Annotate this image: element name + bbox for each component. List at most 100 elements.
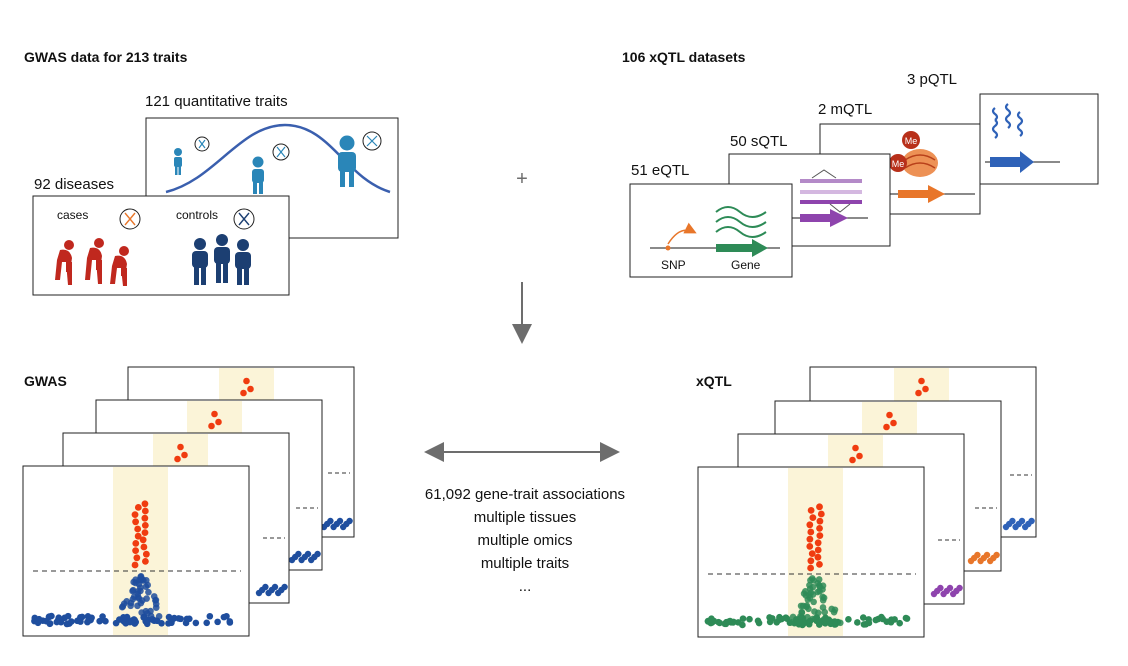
gwas-data-title: GWAS data for 213 traits (24, 49, 188, 65)
methyl-tag: Me (905, 136, 918, 146)
xqtl-plot-stack (697, 366, 1037, 638)
association-dot (346, 517, 353, 525)
significant-dot (134, 532, 142, 540)
significant-dot (807, 564, 815, 572)
significant-dot (215, 418, 222, 426)
significant-dot (132, 518, 140, 526)
association-dot (314, 550, 321, 558)
association-dot (143, 577, 150, 584)
significant-dot (890, 419, 897, 427)
xqtl-datasets-title: 106 xQTL datasets (622, 49, 746, 65)
association-dot (120, 600, 128, 607)
control-person-icon (214, 234, 230, 283)
case-patient-icon (55, 240, 74, 285)
significant-dot (247, 385, 254, 393)
quantitative-traits-label: 121 quantitative traits (145, 93, 288, 110)
association-dot (145, 588, 152, 596)
association-dot (45, 613, 53, 621)
significant-dot (132, 540, 140, 547)
association-dot (766, 618, 774, 626)
significant-dot (141, 529, 149, 536)
association-dot (828, 605, 835, 613)
eqtl-panel (629, 183, 793, 278)
association-dot (55, 614, 63, 621)
significant-dot (809, 514, 817, 521)
association-dot (862, 621, 870, 628)
association-dot (806, 585, 814, 593)
significant-dot (814, 553, 822, 561)
association-dot (123, 614, 130, 622)
association-dot (112, 619, 120, 627)
gene-label: Gene (731, 258, 761, 272)
association-dot (1018, 517, 1026, 525)
significant-dot (816, 517, 824, 525)
association-dot (155, 613, 163, 620)
normal-distribution-curve (165, 123, 391, 194)
association-dot (177, 615, 184, 623)
small-person-icon (174, 148, 182, 175)
significant-dot (132, 547, 140, 554)
association-dot (152, 600, 160, 608)
association-dot (819, 604, 827, 611)
association-dot (854, 619, 861, 626)
association-dot (815, 582, 823, 589)
association-dot (746, 615, 753, 623)
association-dot (99, 613, 106, 620)
association-dot (84, 617, 92, 625)
control-person-icon (192, 238, 208, 285)
association-dot (142, 607, 150, 615)
association-dot (808, 575, 816, 582)
association-dot (127, 602, 134, 610)
main-association-plot (697, 466, 925, 638)
significant-dot (816, 532, 824, 539)
summary-associations: 61,092 gene-trait associations (424, 486, 626, 503)
case-patient-icon (85, 238, 104, 284)
significant-dot (140, 543, 148, 551)
association-dot (845, 616, 852, 623)
significant-dot (141, 507, 149, 515)
significant-dot (133, 554, 141, 562)
association-dot (130, 578, 137, 586)
association-dot (135, 580, 143, 588)
association-dot (165, 613, 173, 621)
pqtl-panel (979, 93, 1099, 185)
gwas-plot-stack (22, 366, 355, 637)
association-dot (865, 616, 872, 623)
association-dot (803, 603, 810, 611)
significant-dot (806, 535, 814, 543)
dna-icon (362, 131, 382, 151)
significant-dot (211, 410, 218, 418)
association-dot (787, 619, 795, 626)
association-dot (271, 583, 279, 591)
association-dot (937, 584, 944, 592)
dna-icon (194, 136, 210, 152)
significant-dot (814, 546, 822, 554)
summary-omics: multiple omics (477, 532, 573, 549)
association-dot (1028, 517, 1035, 525)
association-dot (220, 613, 228, 621)
significant-dot (856, 452, 863, 460)
association-dot (836, 619, 844, 627)
association-dot (810, 598, 817, 606)
significant-dot (806, 543, 814, 550)
significant-dot (816, 525, 823, 532)
association-dot (130, 593, 138, 601)
significant-dot (134, 504, 142, 511)
dna-icon (233, 208, 255, 230)
medium-person-icon (252, 156, 264, 194)
significant-dot (243, 377, 250, 385)
significant-dot (814, 539, 822, 547)
association-dot (974, 551, 981, 559)
association-dot (903, 615, 911, 622)
association-dot (831, 618, 839, 625)
significant-dot (141, 522, 149, 529)
summary-text-block: 61,092 gene-trait associations multiple … (400, 483, 650, 598)
summary-traits: multiple traits (480, 555, 570, 572)
significant-dot (807, 507, 815, 514)
association-dot (206, 612, 214, 620)
significant-dot (131, 561, 139, 569)
significant-dot (174, 455, 181, 463)
association-dot (295, 550, 302, 558)
association-dot (304, 550, 312, 558)
association-dot (725, 618, 733, 625)
